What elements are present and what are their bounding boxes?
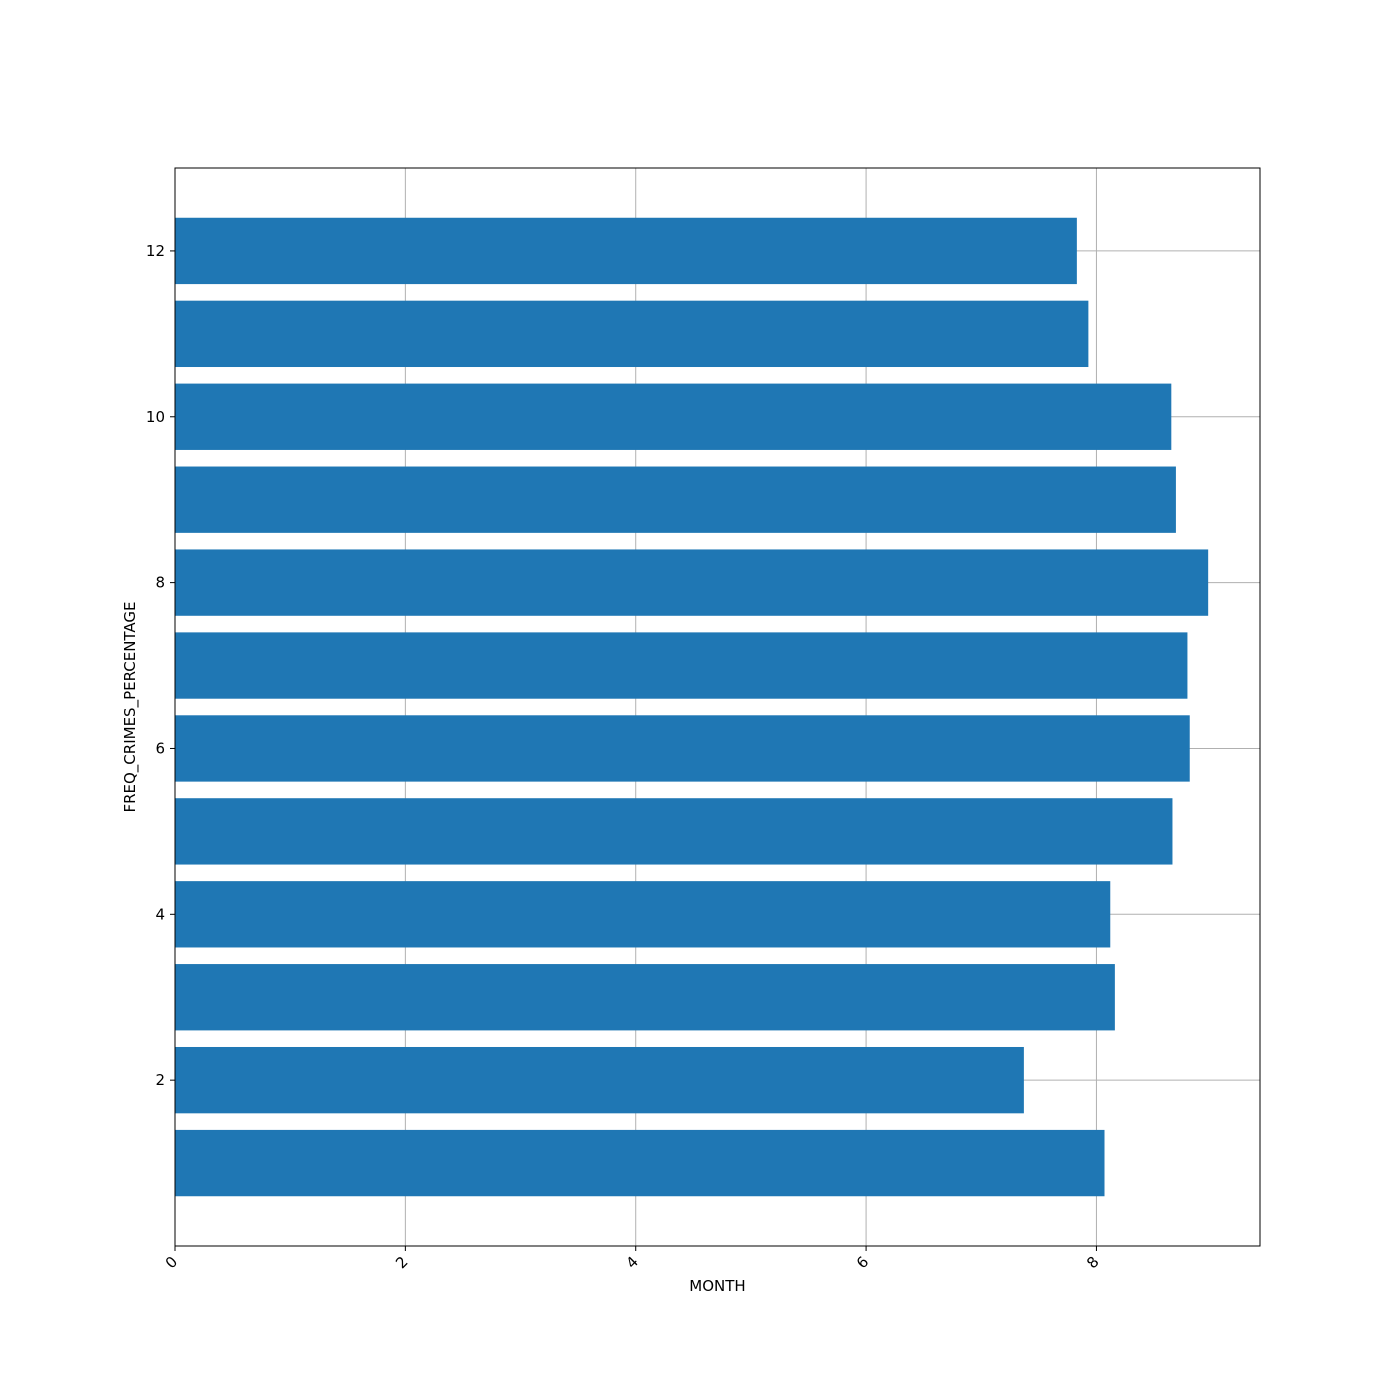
bar-month-6 bbox=[175, 715, 1190, 782]
bar-month-1 bbox=[175, 1129, 1105, 1197]
x-tick-label: 6 bbox=[853, 1253, 872, 1272]
y-tick-label: 8 bbox=[155, 574, 165, 592]
x-axis-label: MONTH bbox=[689, 1277, 745, 1295]
bar-month-11 bbox=[175, 300, 1089, 368]
y-tick-label: 12 bbox=[146, 242, 165, 260]
bar-month-3 bbox=[175, 964, 1115, 1031]
y-tick-label: 4 bbox=[155, 905, 165, 923]
bar-month-2 bbox=[175, 1046, 1024, 1114]
x-axis-ticks: 0 2 4 6 8 bbox=[162, 1246, 1103, 1272]
bar-month-9 bbox=[175, 466, 1176, 533]
bar-month-4 bbox=[175, 881, 1111, 948]
bar-month-7 bbox=[175, 632, 1188, 699]
y-axis-label: FREQ_CRIMES_PERCENTAGE bbox=[121, 601, 140, 812]
y-tick-label: 6 bbox=[155, 739, 165, 757]
x-tick-label: 0 bbox=[162, 1253, 181, 1272]
x-tick-label: 4 bbox=[622, 1253, 641, 1272]
y-tick-label: 2 bbox=[155, 1071, 165, 1089]
bar-month-12 bbox=[175, 217, 1077, 285]
x-tick-label: 2 bbox=[392, 1253, 411, 1272]
plot-frame bbox=[174, 167, 1261, 1247]
bar-month-8 bbox=[175, 549, 1209, 616]
y-tick-label: 10 bbox=[146, 408, 165, 426]
bar-month-5 bbox=[175, 798, 1173, 865]
bars bbox=[175, 217, 1209, 1197]
x-tick-label: 8 bbox=[1083, 1253, 1102, 1272]
bar-month-10 bbox=[175, 383, 1172, 450]
y-axis-ticks: 2 4 6 8 10 12 bbox=[146, 242, 175, 1089]
